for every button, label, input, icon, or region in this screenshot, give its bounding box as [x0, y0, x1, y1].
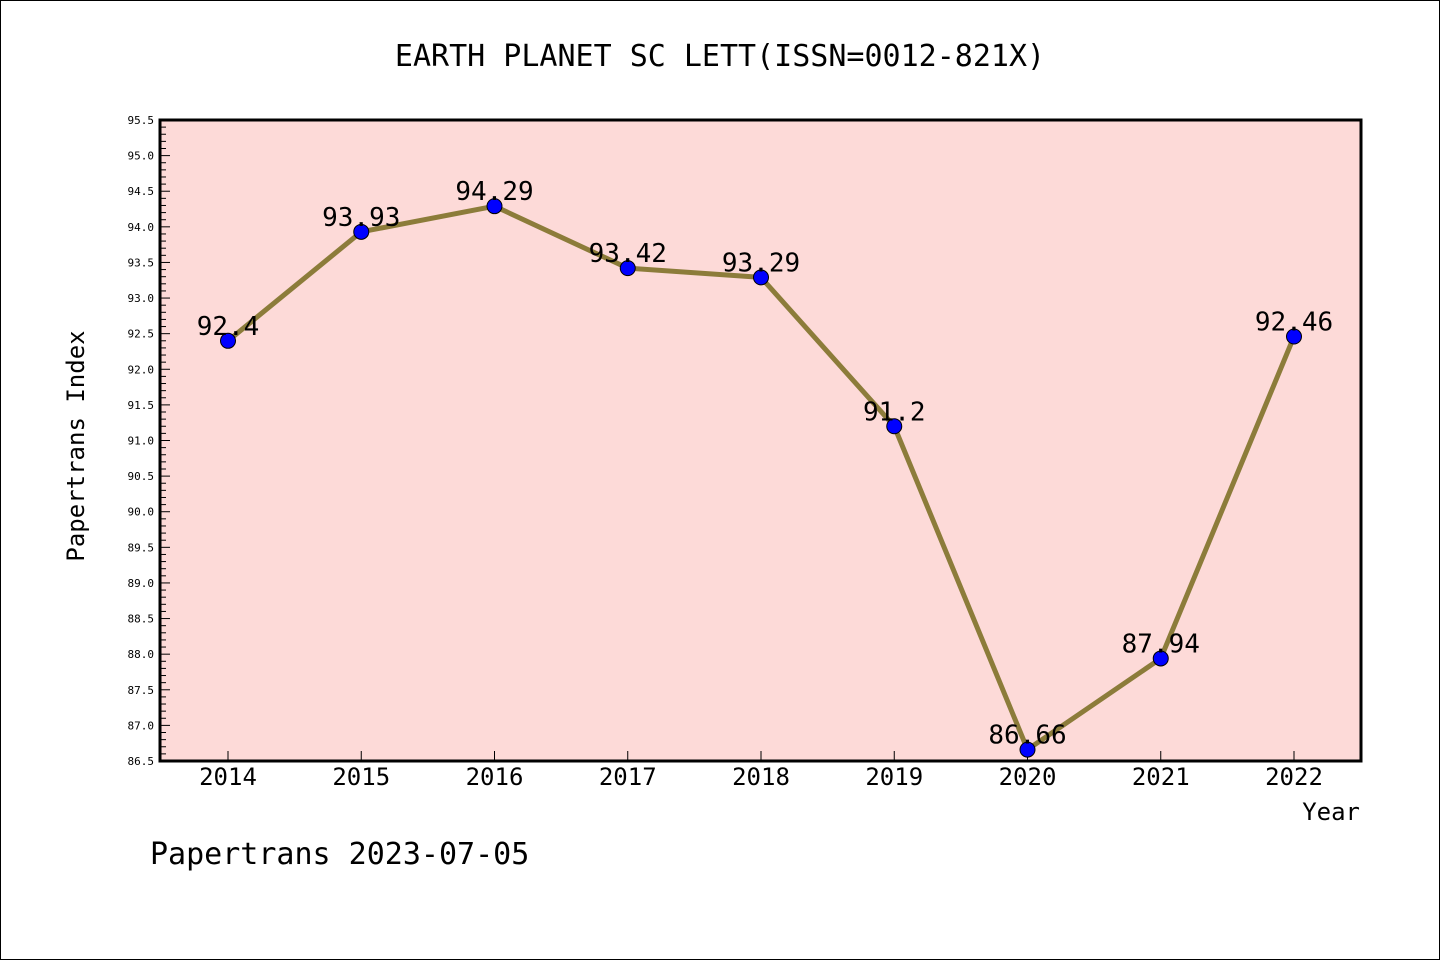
data-point: [353, 223, 370, 240]
y-tick-label: 90.5: [128, 470, 155, 483]
x-tick-label: 2021: [1132, 763, 1190, 791]
y-axis-label: Papertrans Index: [62, 330, 90, 561]
data-label: 92.46: [1255, 308, 1333, 338]
y-tick-label: 92.5: [128, 328, 155, 341]
y-tick-label: 94.0: [128, 221, 155, 234]
y-tick-label: 87.0: [128, 719, 155, 732]
x-tick-label: 2022: [1265, 763, 1323, 791]
data-point: [486, 198, 503, 215]
data-point: [619, 260, 636, 277]
y-tick-label: 93.5: [128, 256, 155, 269]
y-tick-label: 88.5: [128, 613, 155, 626]
data-point: [886, 418, 903, 435]
footer-text: Papertrans 2023-07-05: [150, 837, 529, 872]
y-tick-label: 94.5: [128, 185, 155, 198]
y-tick-label: 88.0: [128, 648, 155, 661]
y-tick-label: 95.5: [128, 114, 155, 127]
data-point: [1019, 741, 1036, 758]
data-label: 93.93: [322, 203, 400, 233]
data-label: 93.42: [589, 239, 667, 269]
y-tick-label: 86.5: [128, 755, 155, 768]
y-tick-label: 91.0: [128, 435, 155, 448]
y-axis-ticks: 86.5 87.0 87.5 88.0 88.5 89.0 89.5 90.0 90.5 91.0…: [128, 114, 170, 768]
plot-border: [158, 118, 1363, 763]
data-point: [1286, 328, 1302, 345]
data-label: 87.94: [1122, 629, 1200, 659]
x-tick-label: 2014: [199, 763, 257, 791]
x-tick-label: 2015: [332, 763, 390, 791]
y-tick-label: 89.0: [128, 577, 155, 590]
x-tick-label: 2018: [732, 763, 790, 791]
data-label: 93.29: [722, 248, 800, 278]
x-tick-label: 2020: [999, 763, 1057, 791]
y-tick-label: 89.5: [128, 541, 155, 554]
data-labels: 92.4 93.93 94.29 93.42 93.29 91.2 86.66 87.94 92…: [197, 177, 1333, 750]
data-label: 94.29: [455, 177, 533, 207]
y-tick-label: 95.0: [128, 150, 155, 163]
y-tick-label: 87.5: [128, 684, 155, 697]
data-point: [1152, 650, 1169, 667]
data-point: [753, 269, 769, 286]
x-tick-label: 2019: [865, 763, 923, 791]
x-axis-ticks: 2014 2015 2016 2017 2018 2019 2020 2021 2022: [199, 751, 1323, 791]
y-tick-label: 93.0: [128, 292, 155, 305]
y-tick-label: 92.0: [128, 363, 155, 376]
data-points: [220, 198, 1302, 758]
data-label: 91.2: [863, 397, 926, 427]
data-point: [220, 332, 236, 349]
x-tick-label: 2016: [466, 763, 524, 791]
data-label: 86.66: [988, 721, 1066, 751]
data-label: 92.4: [197, 312, 260, 342]
x-axis-label: Year: [1302, 798, 1360, 826]
y-tick-label: 91.5: [128, 399, 155, 412]
x-tick-label: 2017: [599, 763, 657, 791]
chart-title: EARTH PLANET SC LETT(ISSN=0012-821X): [395, 39, 1045, 74]
y-tick-label: 90.0: [128, 506, 155, 519]
